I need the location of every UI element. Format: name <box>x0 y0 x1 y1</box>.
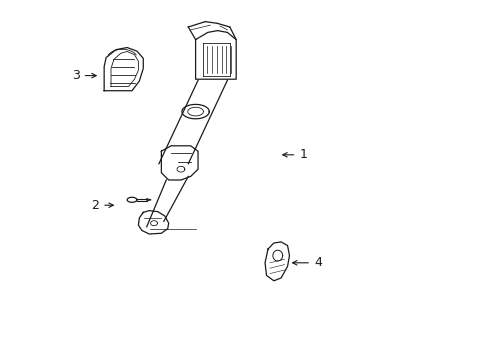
Text: 4: 4 <box>292 256 321 269</box>
Text: 3: 3 <box>72 69 96 82</box>
Text: 1: 1 <box>282 148 306 161</box>
Text: 2: 2 <box>91 199 113 212</box>
